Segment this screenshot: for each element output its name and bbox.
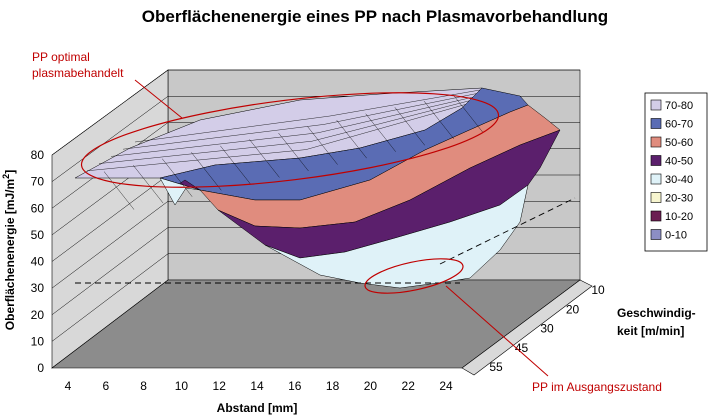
legend-label: 10-20	[665, 211, 693, 223]
x-axis-label: Abstand [mm]	[217, 401, 298, 415]
annotation-initial-leader	[445, 285, 549, 377]
gridline-left	[51, 96, 169, 182]
surface-mesh	[249, 139, 280, 178]
legend-swatch	[650, 155, 662, 166]
legend-swatch	[650, 118, 662, 129]
annotation-optimal: PP optimal plasmabehandelt	[32, 50, 500, 188]
depth-axis-ticks: 10 20 30 45 55	[489, 283, 605, 374]
x-tick-label: 22	[402, 379, 416, 393]
x-tick-label: 10	[175, 379, 189, 393]
legend-label: 20-30	[665, 193, 693, 205]
annotation-optimal-ellipse	[80, 92, 500, 188]
x-axis-ticks: 4 6 8 10 12 14 16 18 20 22 24	[65, 379, 453, 393]
gridline-left	[51, 174, 169, 262]
surface-mesh	[162, 158, 193, 197]
z-tick-label: 80	[31, 148, 45, 162]
surface-mesh	[134, 89, 481, 143]
legend-swatch	[650, 136, 662, 148]
z-tick-label: 10	[31, 334, 45, 348]
x-tick-label: 20	[364, 379, 378, 393]
z-tick-label: 20	[31, 308, 45, 322]
annotation-optimal-line1: PP optimal	[32, 50, 90, 64]
surface-mesh	[110, 97, 473, 157]
z-axis-ticks: 0 10 20 30 40 50 60 70 80	[31, 148, 45, 375]
gridline-left	[51, 201, 169, 289]
depth-axis-label-line2: keit [m/min]	[617, 324, 684, 338]
z-axis-label-text: Oberflächenenergie [mJ/m	[3, 179, 17, 330]
gridline-left	[51, 69, 169, 156]
depth-axis-label-line1: Geschwindig-	[617, 306, 696, 320]
legend-swatch	[650, 99, 662, 111]
z-tick-label: 30	[31, 281, 45, 295]
annotation-initial: PP im Ausgangszustand	[364, 258, 662, 394]
surface-mesh	[278, 132, 309, 172]
surface-mesh	[122, 93, 477, 150]
depth-tick-label: 55	[489, 360, 503, 374]
surface-mesh	[191, 152, 222, 191]
chart-title: Oberflächenenergie eines PP nach Plasmav…	[142, 7, 608, 26]
surface-mesh	[98, 100, 470, 164]
annotation-initial-ellipse	[364, 258, 464, 294]
legend-label: 40-50	[665, 156, 693, 168]
z-axis-label-end: ]	[3, 170, 17, 174]
surface-mesh	[103, 171, 135, 210]
legend: 70-80 60-70 50-60 40-50 30-40 20-30 10-20 0-10	[644, 92, 708, 252]
x-tick-label: 14	[250, 379, 264, 393]
depth-tick-label: 45	[515, 341, 529, 355]
legend-label: 50-60	[665, 137, 693, 149]
z-tick-label: 60	[31, 201, 45, 215]
surface-mesh	[220, 145, 251, 184]
z-axis-label-sup: 2	[1, 174, 11, 179]
z-tick-label: 0	[37, 361, 44, 375]
x-tick-label: 8	[140, 379, 147, 393]
gridline-left	[51, 227, 169, 315]
surface-mesh	[365, 113, 396, 152]
x-tick-label: 16	[288, 379, 302, 393]
x-tick-label: 6	[102, 379, 109, 393]
surface-mesh	[394, 107, 425, 146]
surface-mesh	[86, 104, 466, 171]
z-axis-label: Oberflächenenergie [mJ/m2]	[1, 170, 17, 330]
z-tick-label: 70	[31, 175, 45, 189]
gridline-left	[51, 253, 169, 342]
annotation-initial-text: PP im Ausgangszustand	[532, 380, 662, 394]
depth-tick-label: 10	[591, 283, 605, 297]
legend-box	[644, 92, 708, 252]
surface-mesh	[336, 120, 367, 159]
x-tick-label: 12	[213, 379, 227, 393]
annotation-optimal-leader	[134, 79, 183, 119]
legend-label: 30-40	[665, 174, 693, 186]
surface-mesh	[307, 126, 338, 165]
legend-swatch	[650, 210, 662, 222]
legend-swatch	[650, 192, 662, 203]
legend-items: 70-80 60-70 50-60 40-50 30-40 20-30 10-20 0-10	[650, 99, 693, 242]
x-tick-label: 18	[326, 379, 340, 393]
annotation-optimal-line2: plasmabehandelt	[32, 66, 124, 80]
z-tick-label: 50	[31, 228, 45, 242]
depth-tick-label: 20	[566, 302, 580, 316]
x-tick-label: 4	[65, 379, 72, 393]
surface-band	[264, 184, 529, 289]
z-tick-label: 40	[31, 255, 45, 269]
surface-plot	[74, 87, 561, 289]
legend-label: 0-10	[665, 230, 687, 242]
x-tick-label: 24	[439, 379, 453, 393]
legend-swatch	[650, 229, 662, 240]
surface-mesh	[132, 165, 164, 204]
reference-line-diagonal	[439, 197, 576, 265]
depth-tick-label: 30	[540, 322, 554, 336]
legend-label: 60-70	[665, 119, 693, 131]
right-floor-strip	[461, 279, 593, 376]
legend-label: 70-80	[665, 100, 693, 112]
surface-fold	[159, 177, 201, 206]
legend-swatch	[650, 173, 662, 185]
